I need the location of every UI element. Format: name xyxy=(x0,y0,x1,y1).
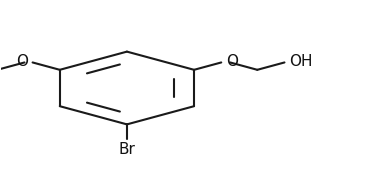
Text: O: O xyxy=(16,54,28,69)
Text: OH: OH xyxy=(289,54,312,69)
Text: O: O xyxy=(226,54,238,69)
Text: Br: Br xyxy=(119,142,135,157)
